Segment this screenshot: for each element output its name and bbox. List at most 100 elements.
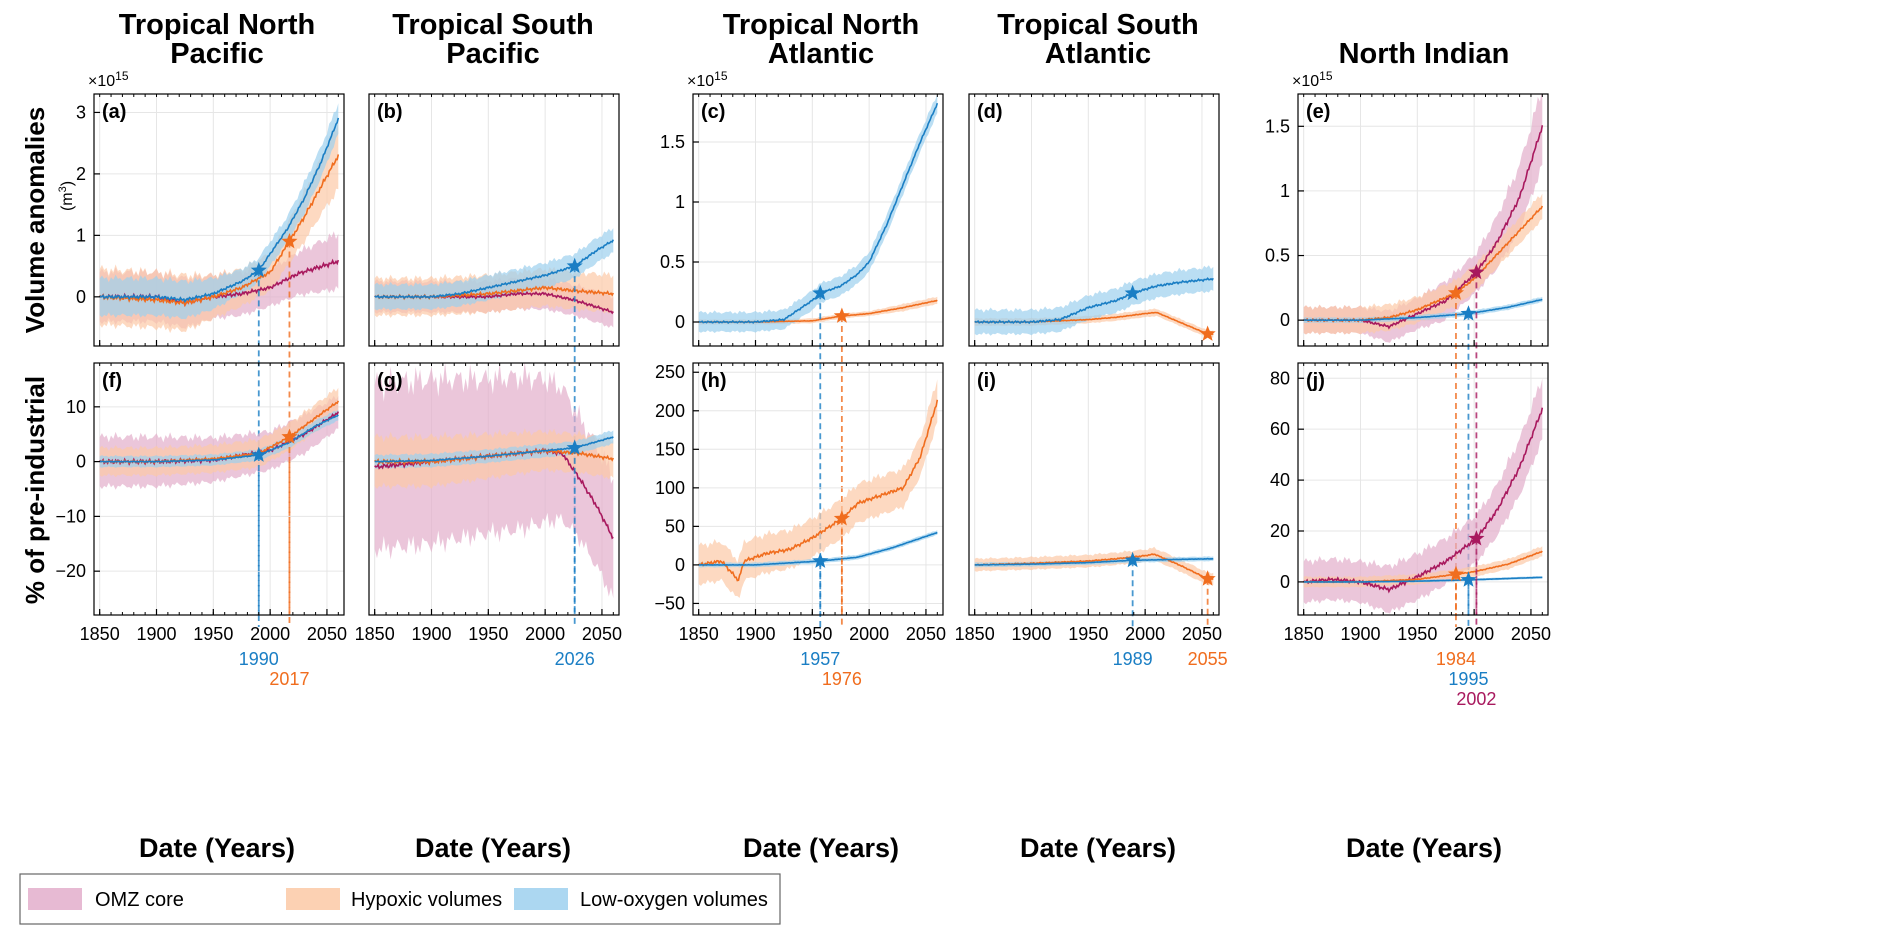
- y-tick-label: 2: [76, 164, 86, 184]
- volume-unit: (m3): [57, 181, 76, 211]
- x-tick-label: 2050: [582, 624, 622, 644]
- x-tick-label: 1900: [136, 624, 176, 644]
- lowoxy-emergence-year-label: 1995: [1448, 669, 1488, 689]
- lowoxy-emergence-star-marker: [812, 284, 829, 301]
- y-tick-label: 1.5: [660, 132, 685, 152]
- lowoxy-emergence-star-marker: [566, 257, 583, 273]
- lowoxy-emergence-star-marker: [250, 261, 267, 278]
- panel-label: (f): [102, 370, 122, 392]
- panel-c: 0 0.5 1 1.5 (c) ×1015: [660, 69, 944, 615]
- y-tick-label: 50: [665, 516, 685, 536]
- omz-spread-band: [1303, 378, 1543, 614]
- hypoxic-spread-band: [974, 308, 1214, 338]
- x-tick-label: 2050: [906, 624, 946, 644]
- x-tick-label: 1850: [355, 624, 395, 644]
- panel-frame: [1297, 362, 1549, 616]
- panel-frame: [1297, 93, 1549, 347]
- y-tick-label: 0: [675, 555, 685, 575]
- panel-label: (d): [977, 101, 1003, 123]
- x-axis-label: Date (Years): [1020, 833, 1176, 863]
- x-tick-label: 2000: [1125, 624, 1165, 644]
- panel-d: (d): [968, 93, 1220, 347]
- panel-e: 0 0.5 1 1.5 (e) ×1015: [1265, 69, 1549, 615]
- omz-spread-band: [99, 395, 339, 490]
- omz-emergence-year-label: 2002: [1456, 689, 1496, 709]
- x-tick-label: 1850: [955, 624, 995, 644]
- hypoxic-emergence-star-marker: [1199, 325, 1216, 341]
- hypoxic-emergence-star-marker: [833, 307, 850, 323]
- lowoxy-emergence-star-marker: [566, 439, 583, 455]
- y-tick-label: −20: [55, 561, 86, 581]
- legend-item-lowoxy: Low-oxygen volumes: [514, 888, 768, 911]
- legend-label: Hypoxic volumes: [351, 889, 502, 911]
- hypoxic-emergence-star-marker: [281, 233, 298, 249]
- x-tick-label: 1950: [792, 624, 832, 644]
- y-tick-label: 0: [675, 312, 685, 332]
- row-label-percent: % of pre-industrial: [20, 376, 50, 604]
- exponent-label: ×1015: [687, 69, 728, 90]
- lowoxy-emergence-year-label: 2026: [555, 649, 595, 669]
- column-title-line: Atlantic: [768, 38, 874, 70]
- legend-label: Low-oxygen volumes: [580, 889, 768, 911]
- x-tick-label: 2000: [1454, 624, 1494, 644]
- hypoxic-legend-swatch: [286, 888, 340, 910]
- y-tick-label: 250: [655, 362, 685, 382]
- y-tick-label: 1.5: [1265, 116, 1290, 136]
- omz-spread-band: [374, 363, 614, 599]
- lowoxy-series-line: [99, 414, 339, 464]
- hypoxic-spread-band: [99, 387, 339, 478]
- panel-b: (b): [368, 93, 620, 615]
- y-tick-label: 0: [76, 452, 86, 472]
- hypoxic-spread-band: [698, 379, 938, 598]
- hypoxic-emergence-star-marker: [1199, 570, 1216, 586]
- omz-legend-swatch: [28, 888, 82, 910]
- y-tick-label: 40: [1270, 470, 1290, 490]
- y-tick-label: 0.5: [1265, 246, 1290, 266]
- exponent-label: ×1015: [1292, 69, 1333, 90]
- y-tick-label: 0: [1280, 572, 1290, 592]
- y-tick-label: 0.5: [660, 252, 685, 272]
- y-tick-label: −10: [55, 506, 86, 526]
- lowoxy-series-line: [99, 117, 340, 304]
- lowoxy-spread-band: [974, 265, 1214, 336]
- x-tick-label: 1950: [193, 624, 233, 644]
- lowoxy-emergence-star-marker: [1124, 284, 1141, 301]
- panel-frame: [368, 362, 620, 616]
- y-tick-label: 3: [76, 102, 86, 122]
- panel-frame: [93, 362, 345, 616]
- column-title-line: Tropical South: [997, 9, 1198, 41]
- lowoxy-emergence-year-label: 1957: [800, 649, 840, 669]
- x-axis-label: Date (Years): [415, 833, 571, 863]
- y-tick-label: 200: [655, 401, 685, 421]
- omz-emergence-star-marker: [1468, 263, 1485, 280]
- plot-area: [1303, 94, 1544, 343]
- panel-frame: [968, 93, 1220, 347]
- column-title-line: Pacific: [170, 38, 264, 70]
- lowoxy-spread-band: [374, 228, 614, 311]
- panel-label: (b): [377, 101, 403, 123]
- lowoxy-series-line: [974, 277, 1214, 325]
- hypoxic-emergence-star-marker: [1447, 284, 1464, 300]
- y-tick-label: 60: [1270, 419, 1290, 439]
- y-tick-label: 150: [655, 439, 685, 459]
- lowoxy-legend-swatch: [514, 888, 568, 910]
- legend: OMZ core Hypoxic volumes Low-oxygen volume…: [19, 873, 781, 925]
- panel-label: (j): [1306, 370, 1325, 392]
- panel-frame: [692, 362, 944, 616]
- lowoxy-emergence-year-label: 1989: [1113, 649, 1153, 669]
- y-tick-label: −50: [654, 593, 685, 613]
- hypoxic-emergence-star-marker: [281, 428, 298, 444]
- y-tick-label: 80: [1270, 368, 1290, 388]
- row-label-volume: Volume anomalies: [20, 107, 50, 333]
- legend-item-hypoxic: Hypoxic volumes: [286, 888, 502, 911]
- x-tick-label: 1900: [1011, 624, 1051, 644]
- legend-frame: [19, 873, 781, 925]
- x-tick-label: 1850: [80, 624, 120, 644]
- legend-item-omz: OMZ core: [28, 888, 184, 911]
- x-tick-label: 2000: [849, 624, 889, 644]
- x-axis-label: Date (Years): [743, 833, 899, 863]
